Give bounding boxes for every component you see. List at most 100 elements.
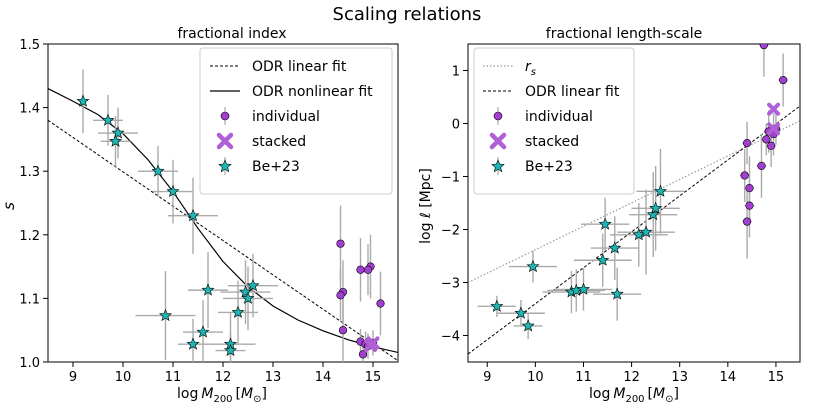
individual-point (759, 44, 769, 50)
be23-point (186, 208, 200, 222)
individual-point (767, 141, 776, 150)
legend-label-rs: rs (525, 59, 536, 78)
individual-point (745, 184, 754, 193)
be23-point (646, 207, 660, 221)
be23-point (101, 113, 115, 126)
legend-star-icon (491, 159, 505, 173)
legend: rs ODR linear fit individual stacked Be+… (473, 47, 635, 195)
panel-fractional-index: fractional index 9 10 11 12 13 14 15 1.0 1.1 1.2 1… (0, 26, 399, 405)
individual-point (745, 201, 754, 210)
be23-point (521, 319, 535, 332)
x-tick-label: 11 (165, 370, 182, 385)
be23-point (159, 308, 172, 322)
x-tick-label: 10 (115, 370, 132, 385)
legend-x-marker-icon (489, 132, 507, 150)
legend-label-be23: Be+23 (252, 159, 300, 175)
be23-point (610, 287, 624, 300)
individual-point (740, 171, 749, 180)
be23-point (596, 253, 610, 266)
y-axis-label: s (0, 202, 18, 210)
x-tick-label: 13 (671, 370, 688, 385)
be23-point (649, 201, 663, 214)
x-tick-label: 9 (483, 370, 491, 385)
x-axis-label: log M200 [M⊙] (589, 386, 679, 405)
be23-point (608, 241, 622, 254)
legend-box (199, 47, 393, 195)
x-tick-label: 12 (215, 370, 232, 385)
x-tick-label: 15 (768, 370, 785, 385)
legend-label-stacked: stacked (525, 134, 579, 150)
x-tick-label: 12 (623, 370, 640, 385)
be23-point (196, 325, 210, 338)
legend-x-marker-icon (216, 132, 234, 150)
legend-label-individual: individual (252, 109, 320, 125)
individual-point (336, 291, 345, 300)
be23-point (598, 217, 612, 230)
legend-star-icon (218, 159, 232, 173)
y-tick-label: 1.4 (19, 102, 40, 117)
x-tick-label: 14 (720, 370, 737, 385)
x-tick-label: 10 (527, 370, 544, 385)
x-tick-label: 15 (365, 370, 382, 385)
plot-area (48, 69, 398, 362)
legend-circle-icon (493, 111, 503, 121)
stacked-point (767, 102, 781, 116)
x-tick-label: 14 (315, 370, 332, 385)
odr-linear-fit-line (48, 119, 398, 362)
be23-point (231, 305, 245, 318)
be23-point (653, 184, 667, 197)
be23-point (109, 134, 122, 147)
legend-label-nonlinear: ODR nonlinear fit (252, 84, 373, 100)
be23-point (576, 282, 590, 295)
y-tick-label: 1.3 (19, 165, 40, 180)
legend: ODR linear fit ODR nonlinear fit individ… (199, 47, 393, 195)
stacked-point (366, 336, 380, 350)
x-axis-label: log M200 [M⊙] (177, 386, 267, 405)
y-tick-label: −3 (441, 277, 460, 292)
plot-frame (467, 43, 801, 363)
y-tick-label: 1.1 (19, 292, 40, 307)
be23-point (224, 343, 237, 357)
x-tick-label: 11 (575, 370, 592, 385)
be23-point (490, 299, 504, 312)
individual-point (336, 239, 345, 248)
y-tick-label: 1.0 (19, 356, 40, 371)
legend-label-linear: ODR linear fit (525, 84, 620, 100)
individual-point (779, 75, 788, 85)
be23-point (241, 291, 255, 304)
be23-point (514, 306, 528, 319)
stacked-point (767, 122, 781, 136)
legend-box (473, 47, 635, 195)
individual-point (742, 139, 752, 148)
be23-point (186, 337, 200, 350)
individual-point (363, 265, 373, 274)
y-tick-label: 1.2 (19, 229, 40, 244)
panel-title: fractional length-scale (546, 26, 702, 42)
y-axis-label: log ℓ [Mpc] (418, 168, 434, 244)
be23-point (111, 126, 125, 139)
legend-circle-icon (220, 111, 230, 121)
y-tick-label: −1 (441, 171, 460, 186)
y-tick-label: −2 (441, 224, 460, 239)
individual-point (338, 326, 348, 335)
legend-label-stacked: stacked (252, 134, 306, 150)
y-tick-label: 0 (452, 118, 460, 133)
legend-label-individual: individual (525, 109, 593, 125)
panel-title: fractional index (178, 26, 287, 42)
legend-label-linear: ODR linear fit (252, 59, 347, 75)
individual-point (757, 161, 766, 170)
x-tick-label: 13 (265, 370, 282, 385)
individual-point (762, 135, 771, 144)
individual-point (376, 299, 385, 308)
individual-point (742, 217, 752, 226)
be23-point (201, 283, 215, 296)
figure-title: Scaling relations (333, 4, 482, 25)
odr-linear-fit-line (468, 105, 800, 355)
legend-label-be23: Be+23 (525, 159, 573, 175)
individual-point (358, 350, 368, 359)
be23-point (246, 278, 260, 292)
be23-point (151, 164, 165, 177)
plot-area (468, 44, 800, 355)
x-tick-label: 9 (69, 370, 77, 385)
